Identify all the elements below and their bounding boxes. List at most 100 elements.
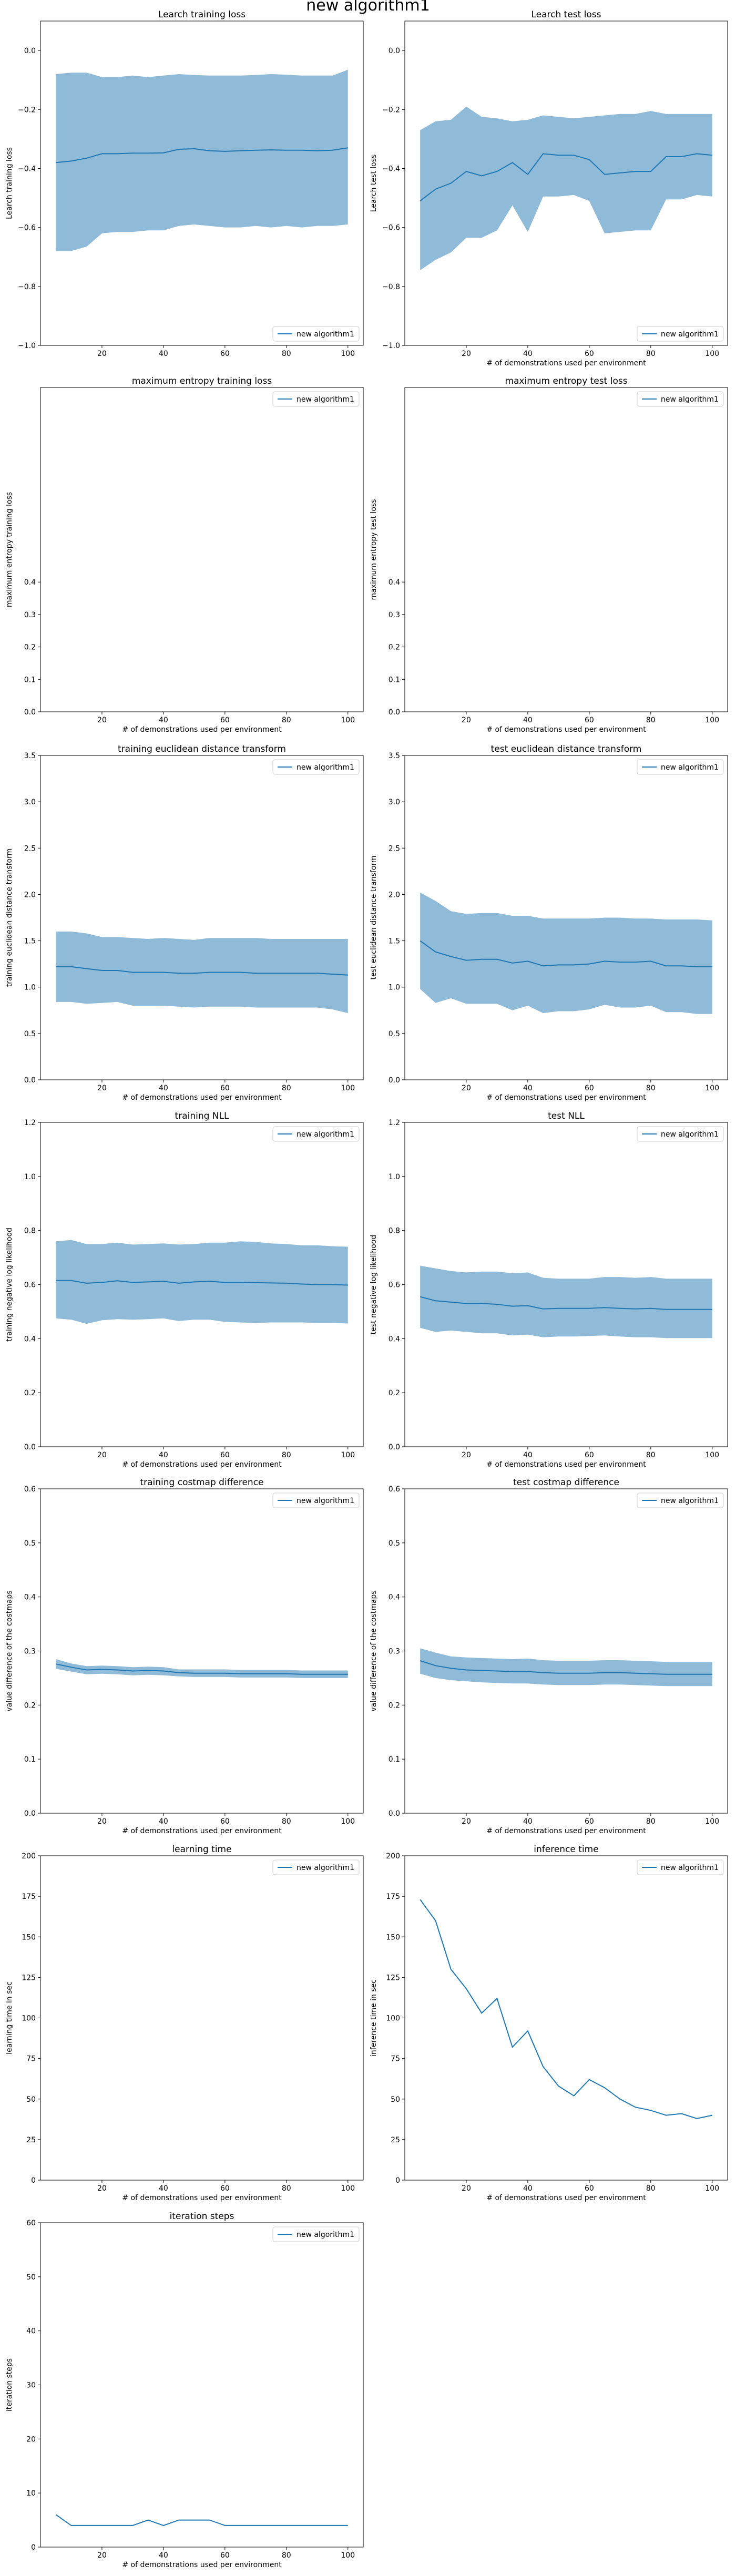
y-tick-label: 3.5 [389,752,400,760]
y-tick-label: −1.0 [18,342,36,350]
legend-box [272,391,360,407]
y-tick-label: 0.6 [24,1485,36,1494]
x-axis-label: # of demonstrations used per environment [486,1827,646,1835]
legend-box [272,1493,360,1508]
x-tick-label: 40 [523,716,533,724]
y-tick-label: −1.0 [382,342,400,350]
x-tick-label: 80 [282,350,291,358]
x-tick-label: 20 [462,350,471,358]
x-tick-label: 40 [523,1084,533,1092]
x-tick-label: 80 [646,350,656,358]
y-tick-label: 0.6 [389,1281,400,1290]
x-axis-label: # of demonstrations used per environment [486,359,646,367]
axes-frame [404,1488,728,1814]
x-tick-label: 20 [97,1084,107,1092]
axes-frame [40,1488,364,1814]
y-tick-label: −0.2 [18,106,36,114]
x-tick-label: 80 [282,1817,291,1826]
x-tick-label: 100 [705,2184,719,2193]
y-tick-label: 0.1 [389,676,400,684]
legend-box [637,1493,724,1508]
x-tick-label: 40 [523,350,533,358]
x-tick-label: 100 [705,1817,719,1826]
legend-label: new algorithm1 [297,1497,354,1505]
x-axis-label: # of demonstrations used per environment [122,2194,282,2202]
legend-box [272,759,360,775]
x-tick-label: 40 [159,716,168,724]
confidence-band [420,892,712,1014]
chart-title: maximum entropy test loss [505,376,627,386]
y-tick-label: 0.3 [24,1648,36,1656]
x-axis-label: # of demonstrations used per environment [486,1093,646,1102]
y-tick-label: 0.4 [24,1593,36,1602]
x-tick-label: 100 [341,1084,355,1092]
y-tick-label: −0.8 [382,283,400,291]
y-tick-label: 0.0 [389,47,400,55]
chart-title: Learch training loss [158,9,246,20]
series-line [420,1660,712,1675]
x-tick-label: 40 [523,2184,533,2193]
y-tick-label: 0.2 [389,1701,400,1710]
y-tick-label: 0.5 [389,1539,400,1548]
y-tick-label: 3.0 [389,798,400,806]
legend-label: new algorithm1 [661,763,719,772]
y-tick-label: 10 [26,2489,36,2498]
y-tick-label: −0.6 [382,224,400,232]
chart-panel-12: 20 40 60 80 100 0 25 50 75 100 125 150 175 200 inferen… [370,1844,728,2202]
legend-box [637,1126,724,1142]
chart-title: Learch test loss [531,9,601,20]
y-tick-label: 3.5 [24,752,36,760]
chart-title: test NLL [548,1111,585,1121]
y-tick-label: 0.5 [24,1539,36,1548]
y-tick-label: 0.6 [389,1485,400,1494]
legend-box [637,326,724,342]
axes-frame [40,755,364,1080]
x-tick-label: 100 [705,1451,719,1459]
chart-title: learning time [172,1844,231,1855]
x-tick-label: 20 [462,1817,471,1826]
x-tick-label: 60 [220,1084,230,1092]
y-tick-label: 0.1 [24,1755,36,1764]
y-axis-label: test euclidean distance transform [370,855,378,979]
y-axis-label: value difference of the costmaps [5,1590,14,1711]
y-tick-label: 0.0 [24,708,36,717]
axes-frame [404,21,728,346]
y-axis-label: maximum entropy test loss [370,499,378,600]
x-tick-label: 60 [585,2184,594,2193]
x-tick-label: 60 [220,716,230,724]
y-tick-label: 0 [395,2176,400,2185]
legend-box [637,759,724,775]
y-tick-label: 0.8 [389,1227,400,1235]
legend-label: new algorithm1 [297,330,354,339]
y-axis-label: learning time in sec [5,1981,14,2054]
y-tick-label: 0.3 [389,1648,400,1656]
y-tick-label: 2.0 [24,891,36,899]
x-tick-label: 80 [282,1451,291,1459]
y-tick-label: 60 [26,2219,36,2227]
legend-label: new algorithm1 [297,763,354,772]
series-line [55,2514,348,2526]
x-tick-label: 60 [220,2184,230,2193]
y-tick-label: 0.4 [389,578,400,587]
x-tick-label: 20 [462,2184,471,2193]
y-tick-label: −0.8 [18,283,36,291]
x-tick-label: 80 [646,1817,656,1826]
y-tick-label: 1.0 [24,984,36,992]
confidence-band [56,1659,348,1678]
legend-label: new algorithm1 [661,330,719,339]
x-tick-label: 20 [97,2551,107,2560]
chart-title: training NLL [175,1111,229,1121]
legend-label: new algorithm1 [661,1130,719,1139]
y-tick-label: 0.0 [24,1076,36,1085]
y-tick-label: 0.2 [24,1701,36,1710]
chart-title: iteration steps [170,2211,234,2222]
y-tick-label: 1.5 [24,937,36,946]
y-tick-label: 0.4 [389,1335,400,1343]
legend-label: new algorithm1 [297,1130,354,1139]
x-tick-label: 80 [282,2551,291,2560]
chart-panel-8: 20 40 60 80 100 0.0 0.2 0.4 0.6 0.8 1.0 1.2 test NLL… [370,1111,728,1469]
series-line [56,966,348,976]
series-line [420,1296,712,1310]
x-tick-label: 20 [97,716,107,724]
y-tick-label: 1.0 [389,984,400,992]
